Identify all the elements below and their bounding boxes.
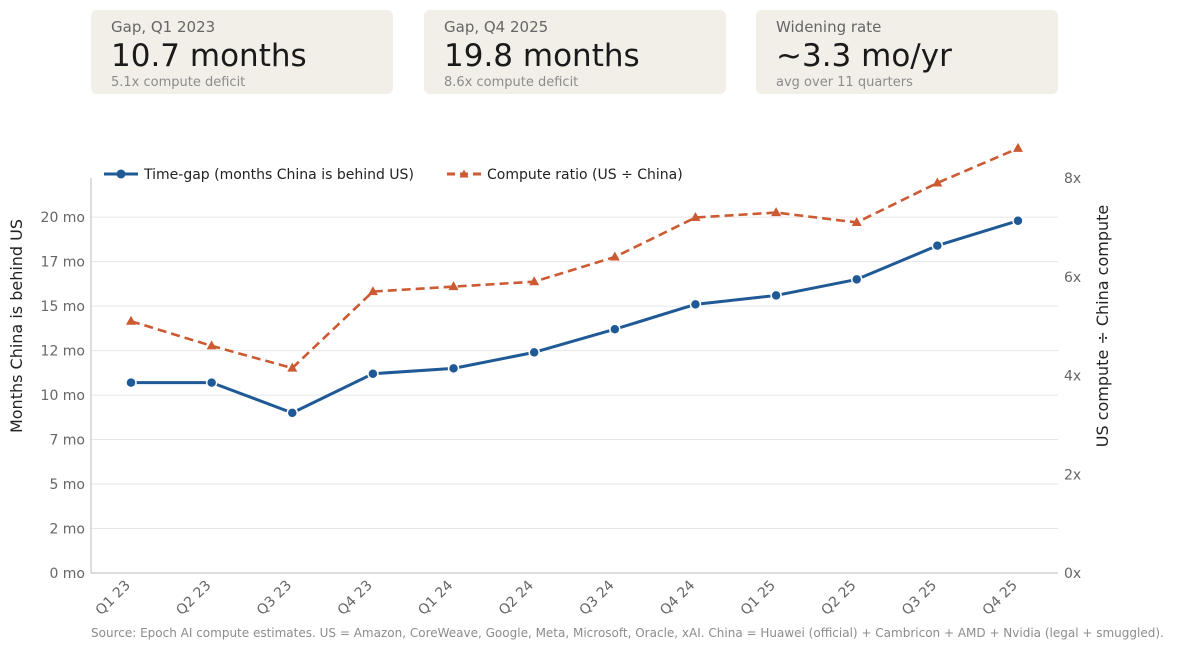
x-tick-label: Q2 23 xyxy=(173,578,214,619)
x-tick-label: Q4 25 xyxy=(980,578,1021,619)
x-axis-ticks: Q1 23 Q2 23 Q3 23 Q4 23 Q1 24 Q2 24 Q3 24 Q4 24… xyxy=(93,577,1021,618)
right-tick-label: 2x xyxy=(1064,467,1081,483)
stat-card-gap-q4-2025: Gap, Q4 2025 19.8 months 8.6x compute de… xyxy=(424,10,726,94)
y-axis-left-label: Months China is behind US xyxy=(7,219,26,433)
x-tick-label: Q2 25 xyxy=(818,578,859,619)
legend-triangle-marker xyxy=(459,169,469,178)
time-gap-point xyxy=(609,323,621,335)
time-gap-point xyxy=(931,239,944,252)
time-gap-point xyxy=(528,346,540,359)
time-gap-point xyxy=(367,367,379,380)
dual-axis-line-chart: 0 mo 2 mo 5 mo 7 mo 10 mo 12 mo 15 mo 17 mo 20 m… xyxy=(7,142,1164,640)
time-gap-point xyxy=(770,289,782,302)
right-tick-label: 0x xyxy=(1064,566,1081,582)
x-tick-label: Q1 25 xyxy=(738,578,779,619)
left-tick-label: 12 mo xyxy=(41,344,85,360)
left-tick-label: 15 mo xyxy=(41,299,85,315)
x-tick-label: Q2 24 xyxy=(496,577,537,618)
stat-card-value: ~3.3 mo/yr xyxy=(776,38,952,74)
compute-ratio-point xyxy=(771,207,782,217)
stat-card-subtext: avg over 11 quarters xyxy=(776,75,913,90)
right-axis-ticks: 0x 2x 4x 6x 8x xyxy=(1064,171,1081,582)
left-axis-ticks: 0 mo 2 mo 5 mo 7 mo 10 mo 12 mo 15 mo 17 mo 20 m… xyxy=(41,210,85,582)
compute-ratio-point xyxy=(529,276,540,286)
compute-ratio-point xyxy=(609,251,620,261)
series-compute-ratio xyxy=(126,142,1023,372)
time-gap-point xyxy=(689,298,702,311)
legend-label-compute-ratio: Compute ratio (US ÷ China) xyxy=(487,167,683,183)
time-gap-point xyxy=(125,376,137,389)
left-tick-label: 10 mo xyxy=(41,388,85,404)
axes xyxy=(90,178,1058,574)
series-time-gap xyxy=(125,214,1024,419)
left-tick-label: 20 mo xyxy=(41,210,85,226)
legend-item-time-gap[interactable]: Time-gap (months China is behind US) xyxy=(104,167,414,183)
legend-item-compute-ratio[interactable]: Compute ratio (US ÷ China) xyxy=(447,167,683,183)
compute-ratio-point xyxy=(126,315,136,325)
time-gap-point xyxy=(447,362,460,375)
time-gap-point xyxy=(1012,214,1024,227)
compute-ratio-point xyxy=(1013,142,1023,152)
x-tick-label: Q1 23 xyxy=(93,578,134,619)
stat-card-label: Gap, Q1 2023 xyxy=(111,18,216,36)
legend-circle-marker xyxy=(116,169,126,179)
left-tick-label: 0 mo xyxy=(49,566,85,582)
stat-card-label: Gap, Q4 2025 xyxy=(444,18,549,36)
stat-card-subtext: 5.1x compute deficit xyxy=(111,75,246,90)
left-tick-label: 7 mo xyxy=(49,433,85,449)
right-tick-label: 6x xyxy=(1064,270,1081,286)
time-gap-point xyxy=(850,273,863,286)
legend-label-time-gap: Time-gap (months China is behind US) xyxy=(143,167,414,183)
stat-card-value: 19.8 months xyxy=(444,38,640,74)
compute-ratio-point xyxy=(448,281,459,291)
x-tick-label: Q3 24 xyxy=(576,577,617,618)
time-gap-line xyxy=(131,219,1019,415)
time-gap-point xyxy=(205,376,218,389)
stat-card-widening-rate: Widening rate ~3.3 mo/yr avg over 11 qua… xyxy=(756,10,1058,94)
compute-ratio-point xyxy=(287,362,298,372)
y-axis-right-label: US compute ÷ China compute xyxy=(1093,205,1112,448)
stat-card-value: 10.7 months xyxy=(111,38,307,74)
stat-card-subtext: 8.6x compute deficit xyxy=(444,75,579,90)
compute-ratio-point xyxy=(851,216,862,226)
right-tick-label: 8x xyxy=(1064,171,1081,187)
source-note: Source: Epoch AI compute estimates. US =… xyxy=(91,626,1164,640)
compute-ratio-point xyxy=(690,212,701,221)
compute-ratio-line xyxy=(130,147,1019,370)
x-tick-label: Q3 23 xyxy=(254,578,295,619)
stat-card-gap-q1-2023: Gap, Q1 2023 10.7 months 5.1x compute de… xyxy=(91,10,393,94)
stat-card-label: Widening rate xyxy=(776,18,882,36)
time-gap-point xyxy=(286,407,299,419)
compute-ratio-point xyxy=(932,177,943,187)
x-tick-label: Q3 25 xyxy=(899,578,940,619)
left-tick-label: 17 mo xyxy=(41,255,85,271)
left-tick-label: 2 mo xyxy=(49,522,85,538)
x-tick-label: Q4 24 xyxy=(657,577,698,618)
gridlines xyxy=(91,216,1058,530)
x-tick-label: Q1 24 xyxy=(415,577,456,618)
legend[interactable]: Time-gap (months China is behind US) Com… xyxy=(104,167,683,183)
compute-ratio-point xyxy=(206,340,217,350)
left-tick-label: 5 mo xyxy=(49,477,85,493)
x-tick-label: Q4 23 xyxy=(335,578,376,619)
right-tick-label: 4x xyxy=(1064,369,1081,385)
compute-ratio-point xyxy=(367,286,378,296)
